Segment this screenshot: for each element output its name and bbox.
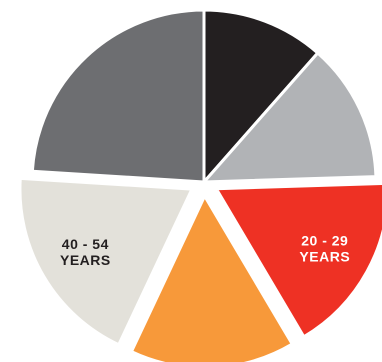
pie-slice-label-3: 20 - 29 YEARS — [299, 232, 350, 264]
pie-slice-5 — [18, 176, 195, 347]
pie-slice-1 — [202, 8, 320, 186]
pie-slices — [18, 8, 382, 362]
pie-slice-2 — [200, 50, 378, 184]
pie-slice-6 — [30, 8, 206, 184]
pie-slice-3 — [213, 182, 382, 339]
pie-slice-4 — [129, 192, 295, 362]
pie-labels: 20 - 29 YEARS 40 - 54 YEARS — [60, 232, 350, 268]
pie-slice-label-5: 40 - 54 YEARS — [60, 236, 111, 268]
